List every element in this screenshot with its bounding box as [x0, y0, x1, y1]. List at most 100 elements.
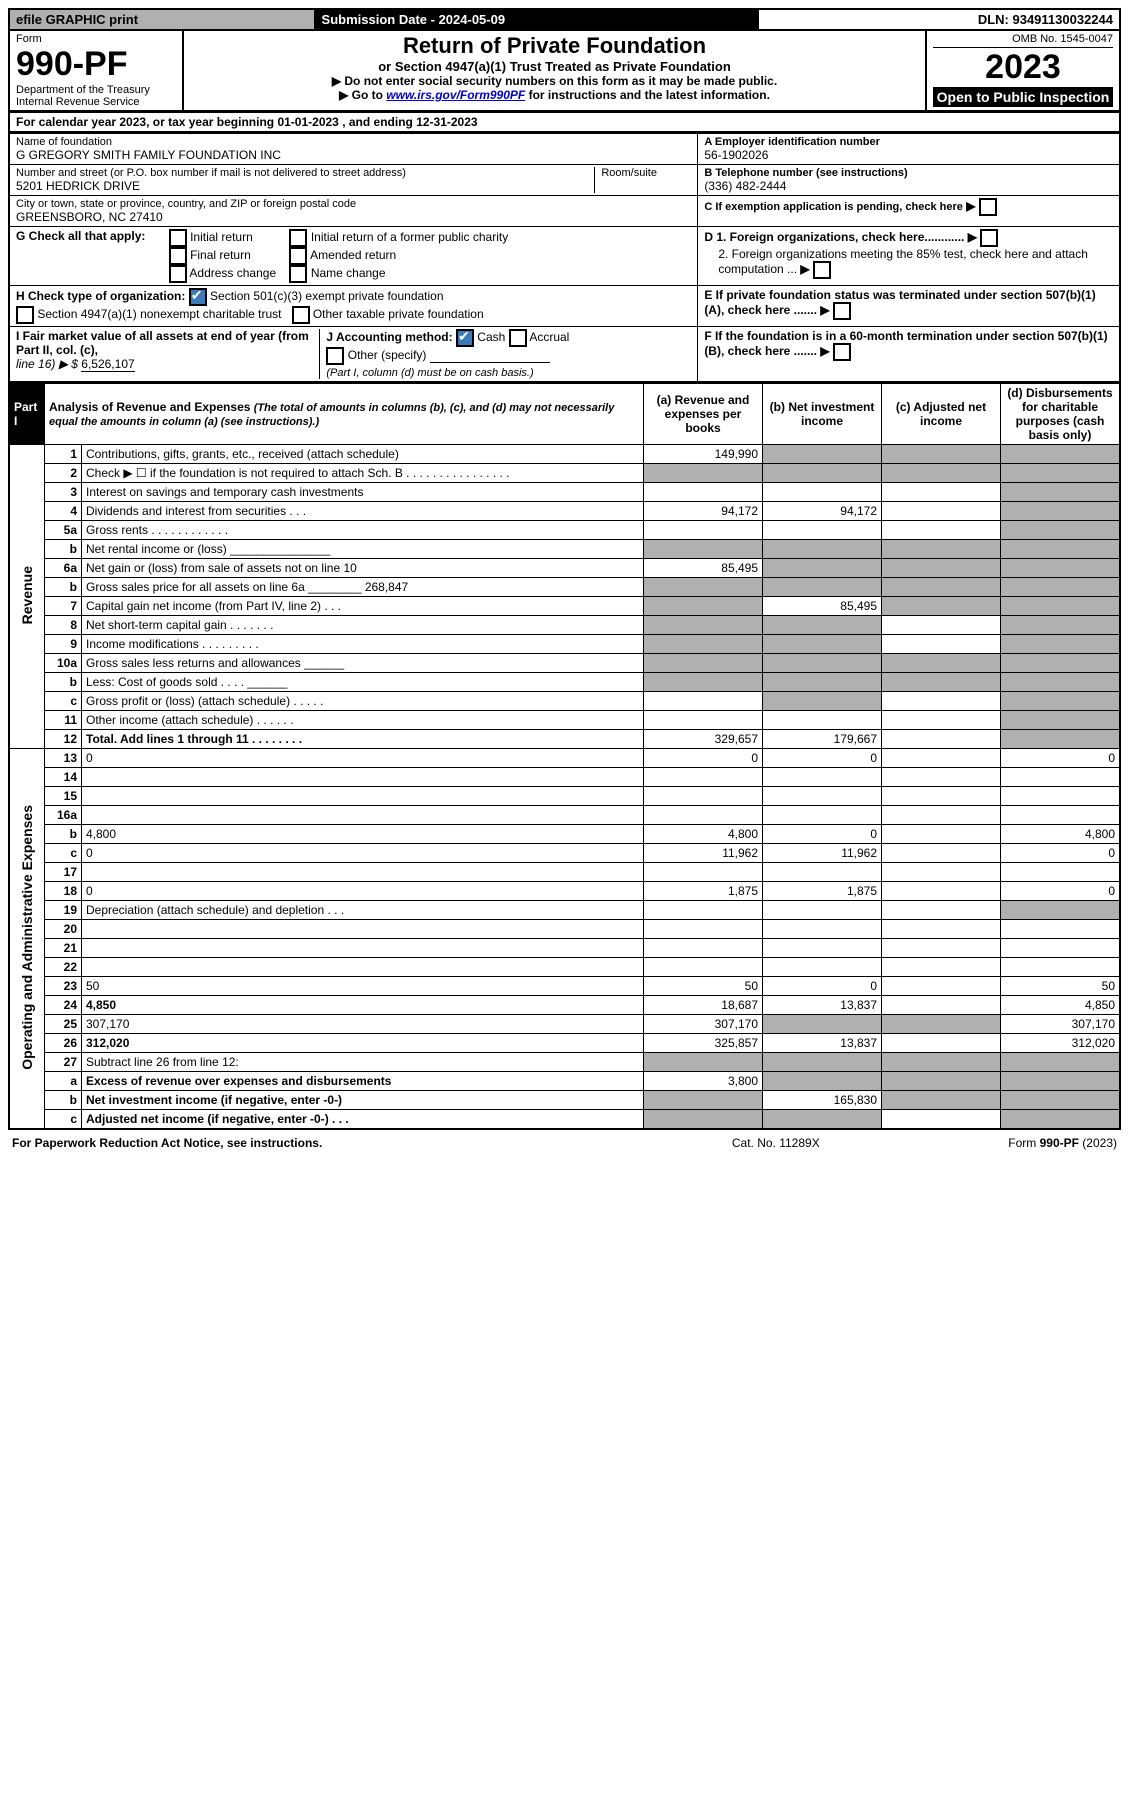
cell-c — [882, 540, 1001, 559]
row-number: 18 — [45, 882, 82, 901]
cell-b: 0 — [763, 977, 882, 996]
table-row: 20 — [9, 920, 1120, 939]
g-amended-checkbox[interactable] — [289, 247, 307, 265]
cell-d — [1001, 673, 1121, 692]
g-former-checkbox[interactable] — [289, 229, 307, 247]
cell-a — [644, 768, 763, 787]
cell-d — [1001, 768, 1121, 787]
table-row: 16a — [9, 806, 1120, 825]
row-number: 15 — [45, 787, 82, 806]
cell-c — [882, 825, 1001, 844]
h-4947-checkbox[interactable] — [16, 306, 34, 324]
row-number: 6a — [45, 559, 82, 578]
g5: Amended return — [310, 248, 396, 262]
cell-c — [882, 635, 1001, 654]
efile-print-button[interactable]: efile GRAPHIC print — [9, 9, 315, 30]
table-row: 7Capital gain net income (from Part IV, … — [9, 597, 1120, 616]
row-description — [82, 958, 644, 977]
f-checkbox[interactable] — [833, 343, 851, 361]
cell-d: 0 — [1001, 749, 1121, 768]
d1-checkbox[interactable] — [980, 229, 998, 247]
cal-end: 12-31-2023 — [416, 115, 477, 129]
cell-c — [882, 1110, 1001, 1130]
cell-d — [1001, 635, 1121, 654]
cell-c — [882, 806, 1001, 825]
h3: Other taxable private foundation — [313, 307, 484, 321]
cell-d — [1001, 711, 1121, 730]
instr2-post: for instructions and the latest informat… — [525, 88, 770, 102]
row-number: c — [45, 692, 82, 711]
row-description — [82, 939, 644, 958]
cell-a: 4,800 — [644, 825, 763, 844]
row-number: 12 — [45, 730, 82, 749]
row-number: 4 — [45, 502, 82, 521]
g-final-checkbox[interactable] — [169, 247, 187, 265]
cell-d — [1001, 806, 1121, 825]
g-initial-checkbox[interactable] — [169, 229, 187, 247]
cell-a — [644, 483, 763, 502]
cell-b — [763, 464, 882, 483]
cell-d — [1001, 1091, 1121, 1110]
irs-label: Internal Revenue Service — [16, 96, 176, 108]
row-number: 16a — [45, 806, 82, 825]
cell-c — [882, 692, 1001, 711]
top-bar: efile GRAPHIC print Submission Date - 20… — [8, 8, 1121, 31]
row-description: Total. Add lines 1 through 11 . . . . . … — [82, 730, 644, 749]
cell-b — [763, 939, 882, 958]
cell-d — [1001, 597, 1121, 616]
cell-c — [882, 768, 1001, 787]
irs-link[interactable]: www.irs.gov/Form990PF — [386, 88, 525, 102]
h-other-checkbox[interactable] — [292, 306, 310, 324]
table-row: 27Subtract line 26 from line 12: — [9, 1053, 1120, 1072]
table-row: bGross sales price for all assets on lin… — [9, 578, 1120, 597]
row-description: Other income (attach schedule) . . . . .… — [82, 711, 644, 730]
footer-mid: Cat. No. 11289X — [675, 1134, 876, 1152]
row-description: Subtract line 26 from line 12: — [82, 1053, 644, 1072]
cell-b — [763, 1110, 882, 1130]
row-number: b — [45, 1091, 82, 1110]
cell-c — [882, 616, 1001, 635]
cell-a: 325,857 — [644, 1034, 763, 1053]
cell-c — [882, 445, 1001, 464]
g-address-checkbox[interactable] — [169, 265, 187, 283]
ein-value: 56-1902026 — [704, 148, 1113, 162]
row-description: 0 — [82, 844, 644, 863]
row-number: 20 — [45, 920, 82, 939]
cell-d — [1001, 901, 1121, 920]
c-label: C If exemption application is pending, c… — [704, 201, 963, 213]
cell-a — [644, 787, 763, 806]
cell-c — [882, 483, 1001, 502]
g-namechange-checkbox[interactable] — [289, 265, 307, 283]
cell-d — [1001, 616, 1121, 635]
cell-d: 307,170 — [1001, 1015, 1121, 1034]
cell-d — [1001, 464, 1121, 483]
row-description: 4,800 — [82, 825, 644, 844]
row-description — [82, 787, 644, 806]
cell-c — [882, 1091, 1001, 1110]
j-other-checkbox[interactable] — [326, 347, 344, 365]
cell-a — [644, 1053, 763, 1072]
table-row: 14 — [9, 768, 1120, 787]
g6: Name change — [311, 266, 386, 280]
row-number: 14 — [45, 768, 82, 787]
submission-date: Submission Date - 2024-05-09 — [315, 9, 759, 30]
d2-checkbox[interactable] — [813, 261, 831, 279]
cell-b: 0 — [763, 749, 882, 768]
row-number: 25 — [45, 1015, 82, 1034]
cell-a: 11,962 — [644, 844, 763, 863]
row-description: Interest on savings and temporary cash i… — [82, 483, 644, 502]
cell-c — [882, 844, 1001, 863]
cell-d: 0 — [1001, 844, 1121, 863]
table-row: 11Other income (attach schedule) . . . .… — [9, 711, 1120, 730]
form-word: Form — [16, 33, 176, 45]
h-501c3-checkbox[interactable] — [189, 288, 207, 306]
table-row: bLess: Cost of goods sold . . . . ______ — [9, 673, 1120, 692]
cell-a — [644, 901, 763, 920]
e-checkbox[interactable] — [833, 302, 851, 320]
cell-c — [882, 711, 1001, 730]
cell-a — [644, 521, 763, 540]
cell-a — [644, 635, 763, 654]
j-cash-checkbox[interactable] — [456, 329, 474, 347]
j-accrual-checkbox[interactable] — [509, 329, 527, 347]
c-checkbox[interactable] — [979, 198, 997, 216]
